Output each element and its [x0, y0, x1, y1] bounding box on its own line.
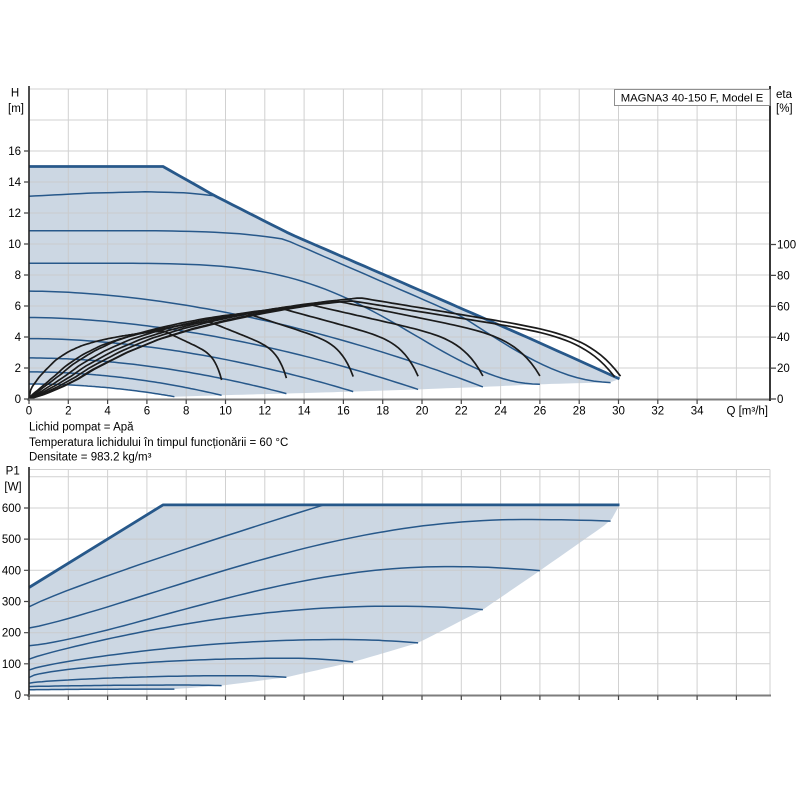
- svg-text:80: 80: [777, 270, 790, 282]
- svg-text:10: 10: [8, 239, 21, 251]
- svg-text:Lichid pompat = Apă: Lichid pompat = Apă: [29, 422, 134, 434]
- svg-text:14: 14: [8, 177, 21, 189]
- svg-text:0: 0: [15, 394, 21, 406]
- svg-text:20: 20: [777, 363, 790, 375]
- svg-text:100: 100: [2, 659, 21, 671]
- svg-text:H: H: [11, 88, 19, 100]
- svg-text:4: 4: [104, 406, 111, 418]
- svg-text:12: 12: [258, 406, 271, 418]
- svg-text:32: 32: [651, 406, 664, 418]
- svg-text:MAGNA3 40-150 F, Model E: MAGNA3 40-150 F, Model E: [621, 93, 764, 105]
- svg-text:12: 12: [8, 208, 21, 220]
- svg-text:60: 60: [777, 301, 790, 313]
- svg-text:2: 2: [65, 406, 71, 418]
- svg-text:40: 40: [777, 332, 790, 344]
- svg-text:34: 34: [691, 406, 704, 418]
- svg-text:16: 16: [8, 146, 21, 158]
- svg-text:30: 30: [612, 406, 625, 418]
- svg-text:0: 0: [26, 406, 32, 418]
- svg-text:P1: P1: [6, 466, 20, 478]
- svg-text:400: 400: [2, 565, 21, 577]
- svg-text:300: 300: [2, 596, 21, 608]
- svg-text:0: 0: [777, 394, 783, 406]
- svg-text:eta: eta: [776, 89, 793, 101]
- svg-text:20: 20: [416, 406, 429, 418]
- svg-text:26: 26: [534, 406, 547, 418]
- svg-text:2: 2: [15, 363, 21, 375]
- svg-text:Temperatura lichidului în timp: Temperatura lichidului în timpul funcțio…: [29, 437, 288, 449]
- svg-text:[%]: [%]: [776, 103, 793, 115]
- svg-text:14: 14: [298, 406, 311, 418]
- svg-text:600: 600: [2, 503, 21, 515]
- svg-text:16: 16: [337, 406, 350, 418]
- svg-text:6: 6: [15, 301, 21, 313]
- svg-text:[W]: [W]: [4, 482, 21, 494]
- svg-text:[m]: [m]: [8, 103, 24, 115]
- svg-text:Densitate = 983.2 kg/m³: Densitate = 983.2 kg/m³: [29, 452, 152, 464]
- svg-text:0: 0: [15, 690, 21, 702]
- svg-text:24: 24: [494, 406, 507, 418]
- svg-text:10: 10: [219, 406, 232, 418]
- svg-text:200: 200: [2, 628, 21, 640]
- svg-text:6: 6: [144, 406, 150, 418]
- svg-text:500: 500: [2, 534, 21, 546]
- svg-text:8: 8: [183, 406, 189, 418]
- svg-text:100: 100: [777, 240, 796, 252]
- svg-text:4: 4: [15, 332, 22, 344]
- svg-text:28: 28: [573, 406, 586, 418]
- svg-text:Q [m³/h]: Q [m³/h]: [726, 406, 768, 418]
- svg-text:18: 18: [376, 406, 389, 418]
- svg-text:8: 8: [15, 270, 21, 282]
- svg-text:22: 22: [455, 406, 468, 418]
